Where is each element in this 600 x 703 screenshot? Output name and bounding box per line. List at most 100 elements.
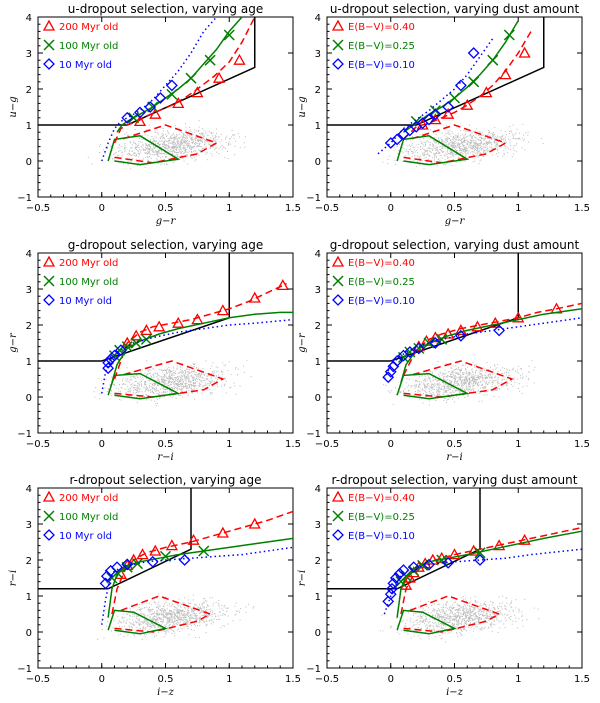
background-point — [175, 383, 177, 385]
background-point — [146, 395, 148, 397]
background-point — [444, 383, 446, 385]
background-point — [124, 151, 126, 153]
background-point — [181, 375, 183, 377]
background-point — [473, 381, 475, 383]
background-point — [135, 147, 137, 149]
x-tick-label: 1.5 — [285, 439, 301, 450]
background-point — [138, 609, 140, 610]
background-point — [189, 607, 191, 609]
background-point — [161, 375, 163, 377]
background-point — [135, 377, 137, 379]
background-point — [187, 621, 189, 622]
background-point — [128, 625, 130, 627]
y-tick-label: −1 — [17, 429, 32, 440]
background-point — [158, 144, 160, 145]
background-point — [422, 153, 424, 155]
legend-label: E(B−V)=0.25 — [348, 277, 415, 288]
background-point — [486, 143, 488, 144]
background-point — [176, 612, 178, 614]
background-point — [123, 636, 125, 637]
background-point — [414, 151, 416, 153]
background-point — [509, 142, 511, 144]
background-point — [156, 618, 158, 620]
background-point — [199, 144, 200, 146]
background-point — [195, 385, 197, 387]
background-point — [194, 363, 196, 365]
background-point — [472, 131, 474, 132]
background-point — [178, 375, 180, 377]
background-point — [213, 370, 215, 372]
background-point — [425, 386, 427, 387]
background-point — [169, 376, 171, 378]
background-point — [176, 610, 178, 612]
panel-title: g-dropout selection, varying dust amount — [330, 238, 580, 252]
background-point — [178, 612, 180, 614]
background-point — [440, 388, 442, 390]
background-point — [95, 387, 97, 388]
y-axis-label: u−g — [8, 96, 19, 117]
background-point — [182, 610, 184, 612]
background-point — [150, 386, 152, 388]
background-point — [453, 369, 455, 371]
background-point — [436, 148, 438, 150]
background-point — [177, 377, 179, 378]
background-point — [193, 614, 195, 616]
background-point — [449, 143, 451, 145]
background-point — [187, 375, 189, 377]
background-point — [460, 375, 461, 377]
background-point — [190, 147, 192, 149]
background-point — [129, 387, 131, 389]
background-point — [472, 151, 474, 153]
background-point — [500, 137, 502, 139]
background-point — [213, 613, 215, 615]
background-point — [417, 380, 419, 382]
background-point — [492, 373, 494, 375]
background-point — [178, 380, 180, 382]
background-point — [494, 138, 496, 139]
background-point — [184, 150, 186, 152]
background-point — [217, 367, 219, 369]
background-point — [422, 154, 424, 156]
background-point — [452, 372, 454, 374]
background-point — [213, 140, 215, 142]
background-point — [154, 136, 156, 138]
background-point — [165, 145, 167, 147]
background-point — [119, 144, 121, 146]
background-point — [464, 151, 466, 152]
background-point — [153, 151, 155, 153]
background-point — [200, 608, 201, 610]
background-point — [127, 388, 129, 390]
background-point — [436, 383, 438, 385]
background-point — [164, 148, 166, 150]
background-point — [176, 149, 178, 151]
background-point — [441, 147, 443, 149]
background-point — [168, 381, 170, 383]
background-point — [174, 151, 176, 153]
background-point — [157, 384, 159, 386]
background-point — [180, 375, 182, 377]
background-point — [495, 145, 497, 147]
background-point — [470, 390, 472, 392]
background-point — [453, 137, 455, 139]
background-point — [142, 621, 144, 623]
background-point — [180, 155, 182, 157]
background-point — [115, 141, 117, 143]
background-point — [467, 157, 469, 159]
background-point — [411, 136, 413, 138]
background-point — [136, 618, 138, 620]
background-point — [131, 627, 133, 628]
background-point — [153, 387, 154, 389]
background-point — [472, 370, 474, 372]
background-point — [210, 619, 212, 621]
background-point — [439, 371, 441, 373]
background-point — [166, 143, 168, 145]
background-point — [458, 139, 460, 140]
background-point — [227, 623, 229, 625]
background-point — [492, 134, 494, 136]
background-point — [220, 614, 222, 616]
background-point — [198, 374, 200, 376]
background-point — [189, 620, 191, 622]
background-point — [172, 162, 174, 164]
legend-marker — [43, 275, 55, 287]
background-point — [470, 136, 472, 138]
